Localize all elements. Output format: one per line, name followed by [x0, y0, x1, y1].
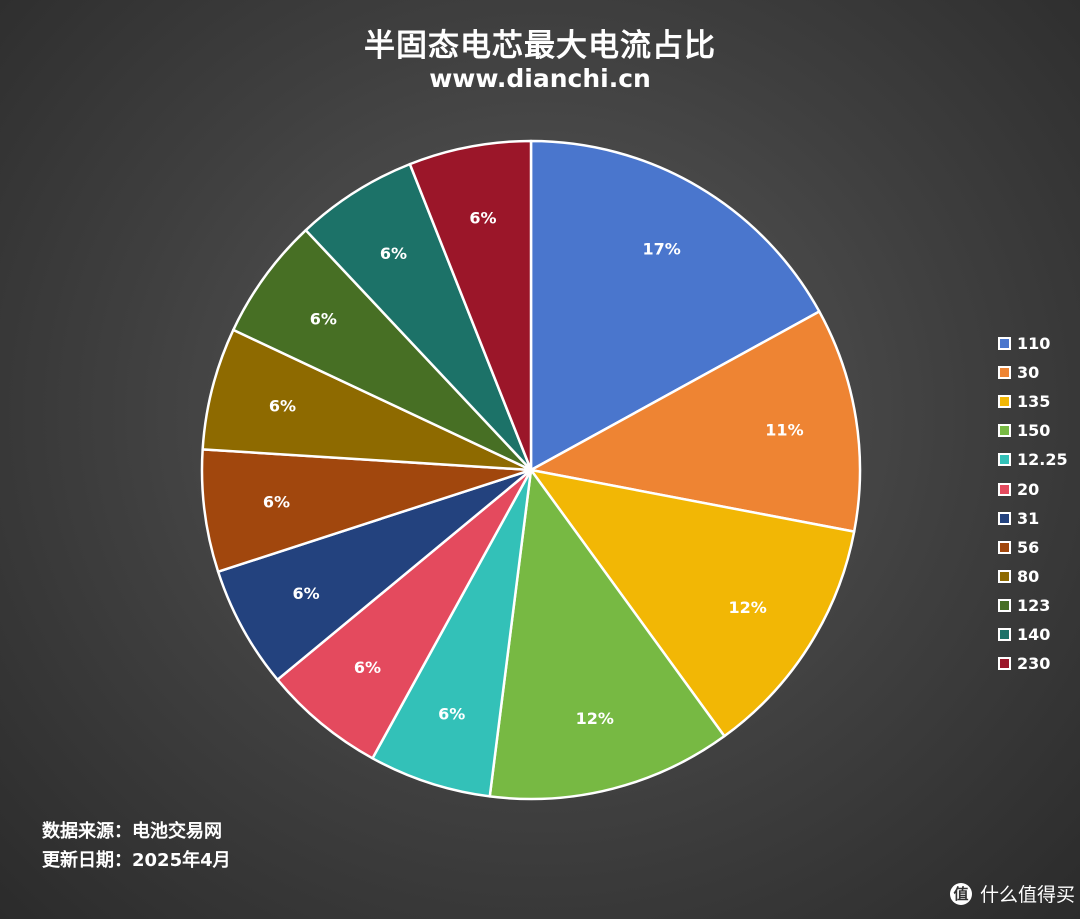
slice-label-56: 6%	[263, 493, 290, 512]
pie-slice-20	[276, 468, 533, 760]
legend-item-31: 31	[998, 504, 1068, 533]
legend-swatch	[998, 453, 1011, 467]
legend-swatch	[998, 627, 1011, 641]
pie-slice-123	[232, 228, 533, 472]
legend-label: 140	[1017, 624, 1051, 644]
slice-label-20: 6%	[354, 658, 381, 677]
legend-item-110: 110	[998, 329, 1068, 358]
legend-label: 20	[1017, 479, 1040, 499]
slice-label-140: 6%	[380, 244, 407, 263]
legend-item-123: 123	[998, 591, 1068, 620]
slice-label-123: 6%	[310, 310, 337, 329]
legend-swatch	[998, 511, 1011, 525]
slice-label-230: 6%	[469, 208, 496, 227]
pie-slice-110	[529, 139, 821, 472]
legend-label: 230	[1017, 654, 1051, 674]
chart-legend: 110 30 135 150 12.25 20 31 56 80 123 140 230	[998, 329, 1068, 678]
legend-item-20: 20	[998, 474, 1068, 503]
legend-label: 12.25	[1017, 450, 1068, 470]
pie-slice-31	[216, 468, 533, 681]
legend-label: 56	[1017, 537, 1040, 557]
legend-label: 123	[1017, 595, 1051, 615]
legend-label: 80	[1017, 566, 1040, 586]
legend-swatch	[998, 395, 1011, 409]
legend-item-80: 80	[998, 562, 1068, 591]
legend-item-56: 56	[998, 533, 1068, 562]
legend-swatch	[998, 366, 1011, 380]
legend-swatch	[998, 569, 1011, 583]
slice-label-150: 12%	[576, 709, 614, 728]
update-date-note: 更新日期：2025年4月	[42, 850, 231, 871]
watermark-logo-icon: 值	[950, 882, 972, 905]
pie-slice-80	[201, 328, 533, 472]
legend-item-30: 30	[998, 358, 1068, 387]
pie-slice-135	[529, 468, 856, 738]
legend-swatch	[998, 598, 1011, 612]
legend-swatch	[998, 657, 1011, 671]
data-source-note: 数据来源：电池交易网	[42, 821, 222, 842]
slice-label-135: 12%	[729, 598, 767, 617]
pie-slice-150	[488, 468, 726, 801]
legend-item-135: 135	[998, 387, 1068, 416]
legend-label: 30	[1017, 363, 1040, 383]
legend-label: 110	[1017, 334, 1051, 354]
watermark-text: 什么值得买	[980, 884, 1076, 906]
legend-swatch	[998, 540, 1011, 554]
slice-label-12.25: 6%	[438, 705, 465, 724]
chart-subtitle: www.dianchi.cn	[429, 64, 651, 93]
watermark: 值 什么值得买	[950, 880, 1075, 907]
slice-label-30: 11%	[765, 420, 803, 439]
legend-label: 135	[1017, 392, 1051, 412]
slice-label-110: 17%	[642, 240, 680, 259]
legend-item-230: 230	[998, 649, 1068, 678]
pie-slice-12.25	[371, 468, 533, 798]
pie-slice-56	[200, 448, 533, 573]
legend-item-140: 140	[998, 620, 1068, 649]
legend-swatch	[998, 337, 1011, 351]
pie-slice-140	[304, 162, 533, 472]
slice-label-31: 6%	[293, 584, 320, 603]
pie-slice-230	[408, 139, 533, 472]
legend-label: 150	[1017, 421, 1051, 441]
legend-swatch	[998, 482, 1011, 496]
chart-title: 半固态电芯最大电流占比	[364, 28, 716, 64]
pie-slice-30	[529, 310, 862, 533]
legend-label: 31	[1017, 508, 1040, 528]
legend-item-150: 150	[998, 416, 1068, 445]
legend-item-12.25: 12.25	[998, 445, 1068, 474]
slice-label-80: 6%	[269, 397, 296, 416]
legend-swatch	[998, 424, 1011, 438]
